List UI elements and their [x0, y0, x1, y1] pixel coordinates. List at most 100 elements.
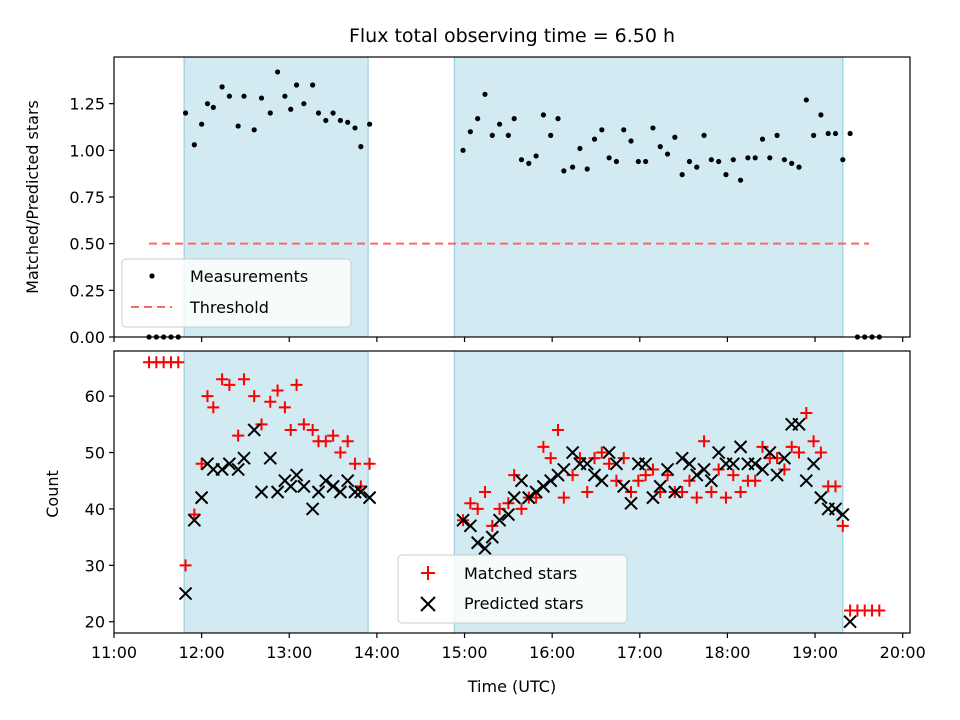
matched-stars-point: [625, 486, 638, 498]
measurement-point: [210, 104, 216, 110]
predicted-stars-point: [557, 462, 571, 477]
predicted-stars-point: [536, 479, 551, 494]
ratio-y-tick-label: 0.75: [69, 188, 105, 207]
measurement-point: [825, 130, 831, 137]
legend-label-predicted: Predicted stars: [464, 594, 584, 613]
matched-stars-point: [486, 519, 499, 532]
measurement-point: [781, 157, 787, 163]
x-tick-label: 16:00: [529, 643, 575, 662]
measurement-point: [679, 172, 685, 178]
matched-stars-point: [632, 474, 645, 487]
predicted-stars-point: [595, 474, 609, 488]
predicted-stars-point: [319, 474, 333, 488]
measurement-point: [621, 127, 627, 133]
matched-stars-point: [557, 491, 570, 504]
matched-stars-point: [617, 452, 630, 465]
measurement-point: [577, 145, 583, 152]
count-y-tick-label: 40: [85, 500, 105, 519]
matched-stars-point: [223, 378, 236, 391]
predicted-stars-point: [333, 485, 348, 499]
matched-stars-point: [581, 486, 594, 498]
measurement-point: [518, 157, 525, 163]
matched-stars-point: [588, 452, 601, 465]
ratio-legend: Measurements Threshold: [121, 258, 352, 328]
measurement-point: [310, 82, 316, 88]
legend-marker-matched: [421, 566, 435, 580]
measurement-point: [599, 127, 605, 133]
matched-stars-point: [248, 390, 261, 403]
matched-stars-point: [179, 559, 192, 572]
matched-stars-point: [814, 446, 827, 459]
predicted-stars-point: [485, 530, 499, 544]
measurement-point: [774, 132, 780, 138]
matched-stars-point: [836, 519, 849, 532]
matched-stars-point: [727, 469, 740, 482]
predicted-stars-point: [348, 485, 362, 499]
predicted-stars-point: [340, 474, 355, 488]
measurement-point: [191, 142, 197, 148]
legend-label-threshold: Threshold: [189, 298, 269, 317]
measurement-point: [570, 164, 576, 170]
predicted-stars-point: [501, 507, 516, 522]
predicted-stars-point: [814, 490, 828, 505]
matched-stars-point: [172, 356, 185, 369]
matched-stars-point: [237, 373, 250, 386]
measurement-point: [330, 110, 336, 116]
matched-stars-point: [661, 469, 674, 482]
predicted-stars-point: [646, 490, 660, 505]
count-axes-frame: [113, 350, 911, 634]
measurement-point: [818, 112, 824, 118]
measurement-point: [511, 116, 517, 122]
matched-stars-point: [654, 486, 667, 498]
predicted-stars-point: [638, 457, 653, 471]
predicted-stars-point: [311, 485, 326, 499]
chart-title: Flux total observing time = 6.50 h: [349, 25, 675, 47]
measurement-point: [716, 158, 722, 165]
predicted-stars-point: [777, 451, 792, 465]
predicted-stars-point: [755, 462, 770, 477]
predicted-stars-point: [668, 485, 682, 499]
measurement-point: [526, 160, 532, 166]
predicted-stars-point: [492, 513, 507, 527]
matched-stars-point: [683, 474, 696, 487]
measurement-point: [847, 130, 853, 137]
predicted-stars-point: [297, 479, 311, 494]
matched-stars-point: [188, 508, 201, 521]
measurement-point: [832, 130, 839, 137]
predicted-stars-point: [478, 541, 492, 556]
matched-stars-point: [639, 469, 652, 482]
measurement-point: [345, 119, 351, 125]
predicted-stars-point: [828, 502, 843, 516]
matched-stars-point: [646, 463, 659, 476]
ratio-y-axis-label: Matched/Predicted stars: [23, 100, 42, 294]
measurement-point: [561, 168, 567, 174]
measurement-point: [489, 132, 495, 138]
matched-stars-point: [515, 502, 528, 515]
matched-stars-point: [873, 604, 886, 617]
measurement-point: [241, 93, 247, 99]
matched-stars-point: [334, 446, 347, 459]
predicted-stars-point: [697, 462, 711, 477]
predicted-stars-point: [178, 586, 193, 601]
predicted-stars-point: [514, 474, 529, 488]
matched-stars-point: [201, 390, 214, 403]
predicted-stars-point: [289, 468, 304, 482]
measurement-point: [496, 121, 503, 127]
matched-stars-point: [552, 423, 565, 436]
matched-stars-point: [271, 384, 284, 397]
ratio-y-tick-label: 0.00: [69, 328, 105, 347]
measurement-point: [301, 101, 307, 107]
measurement-point: [723, 172, 729, 178]
predicted-stars-point: [194, 490, 209, 505]
legend-label-measurements: Measurements: [190, 267, 308, 286]
predicted-stars-point: [362, 490, 377, 505]
measurement-point: [745, 155, 751, 161]
predicted-stars-point: [690, 468, 704, 482]
predicted-stars-point: [187, 513, 202, 527]
measurement-point: [293, 82, 300, 88]
matched-stars-point: [749, 474, 762, 487]
measurement-point: [366, 121, 373, 127]
legend-marker-measurements: [149, 273, 155, 279]
predicted-stars-point: [463, 519, 478, 533]
matched-stars-point: [255, 418, 268, 431]
